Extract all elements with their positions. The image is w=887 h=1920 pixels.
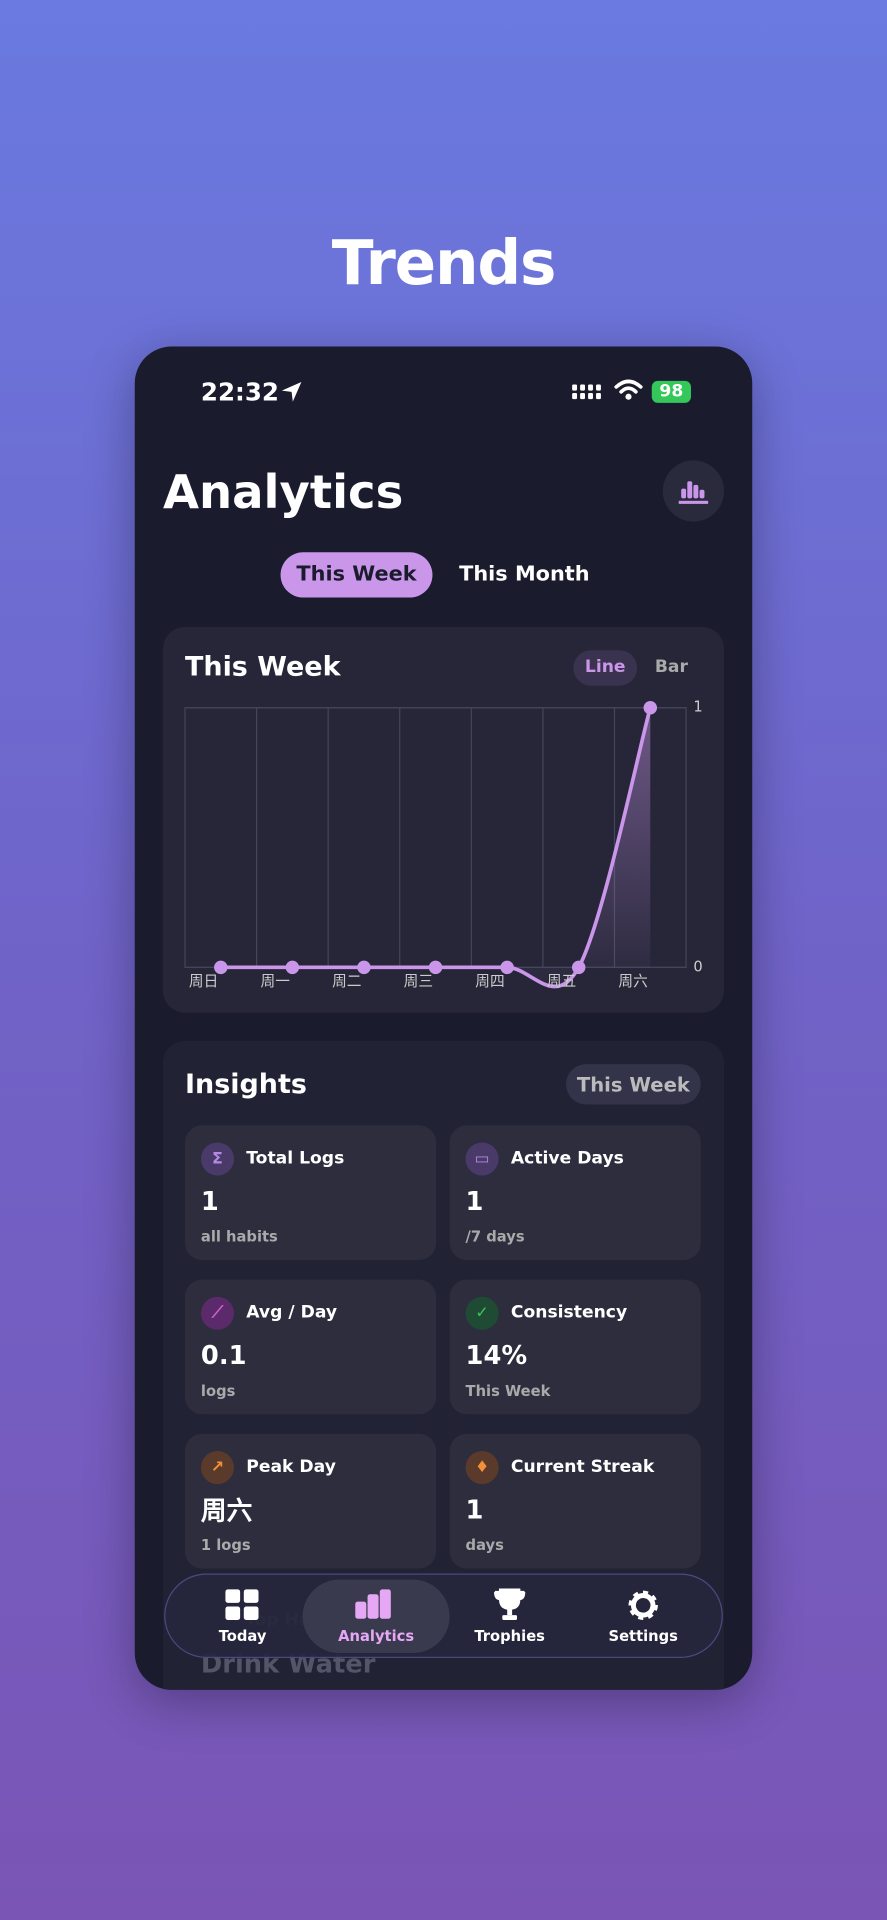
nav-label: Trophies (474, 1627, 545, 1645)
battery: 98 (651, 380, 691, 403)
point (571, 960, 586, 975)
tile-value: 14% (465, 1340, 528, 1371)
y-tick-label: 0 (693, 958, 702, 975)
nav-label: Today (218, 1627, 267, 1645)
tab: This Month (459, 562, 590, 587)
point (643, 701, 658, 715)
point (500, 960, 514, 975)
insights-title: Insights (184, 1069, 307, 1101)
tile-sub: /7 days (465, 1228, 525, 1246)
icon-part (225, 1589, 241, 1603)
x-tick-label: 周五 (547, 973, 576, 990)
page-title: Trends (331, 227, 557, 299)
tile-value: 0.1 (200, 1340, 247, 1371)
chart: 0 1 周日 周一 周二 周三 周四 周五 周六 (184, 699, 703, 990)
nav-icon (494, 1588, 526, 1621)
tile-label: Consistency (510, 1302, 628, 1323)
toggle: Line (584, 657, 626, 678)
icon-bar (693, 484, 699, 499)
tile-value: 1 (465, 1186, 484, 1216)
location-icon (281, 382, 302, 402)
status-time: 22:32 (200, 377, 279, 407)
icon-base (678, 500, 709, 504)
signal-icon (572, 384, 601, 400)
toggle: Bar (654, 657, 688, 678)
tile-sub: This Week (465, 1382, 551, 1400)
icon-part (502, 1615, 518, 1621)
tile-icon: ↗ (200, 1451, 235, 1485)
tile-label: Current Streak (510, 1457, 655, 1477)
point (285, 960, 300, 975)
point (357, 960, 371, 975)
tab: This Week (296, 562, 417, 587)
signal-bar (580, 393, 586, 400)
tile-value: 周六 (200, 1496, 253, 1526)
icon-part (243, 1589, 259, 1603)
line (220, 707, 653, 989)
icon-bar (687, 481, 693, 499)
signal-bar (588, 384, 593, 391)
tile-icon: ▭ (465, 1142, 499, 1176)
phone-frame: 22:32 98 Analytics This Week This Month This … (134, 346, 753, 1690)
x-tick-label: 周一 (261, 973, 291, 990)
toggle-active (573, 650, 638, 686)
signal-bar (572, 393, 578, 400)
wifi-arc (619, 386, 638, 394)
chart-title: This Week (184, 652, 341, 683)
wifi-icon (614, 379, 643, 400)
point (428, 960, 443, 975)
tile-label: Peak Day (246, 1457, 336, 1477)
nav-icon (355, 1589, 391, 1619)
icon-part (225, 1606, 241, 1621)
header-title: Analytics (162, 465, 404, 520)
x-tick-label: 周三 (404, 973, 433, 990)
tile-icon: ♦ (465, 1451, 499, 1485)
nav-label: Settings (608, 1627, 678, 1645)
tile-icon: Σ (200, 1142, 235, 1176)
chart-icon (678, 481, 709, 504)
signal-bar (580, 384, 586, 391)
tile-value: 1 (465, 1495, 484, 1525)
wifi-arc (614, 379, 643, 389)
tile-label: Total Logs (246, 1148, 345, 1169)
x-tick-label: 周二 (332, 973, 361, 990)
tile-icon: ✓ (465, 1296, 499, 1330)
period-pill (566, 1064, 701, 1105)
signal-bar (588, 393, 593, 400)
tile-sub: days (465, 1536, 504, 1554)
tile-icon: ⟋ (200, 1296, 235, 1330)
x-tick-label: 周四 (475, 973, 504, 990)
tile-value: 1 (200, 1186, 219, 1216)
icon-part (494, 1588, 526, 1610)
icon-part (507, 1607, 513, 1616)
icon-part (630, 1593, 656, 1618)
tile-label: Active Days (510, 1148, 624, 1169)
signal-bar (596, 393, 601, 400)
location-icon (281, 382, 302, 402)
signal-bar (572, 384, 578, 391)
tile-sub: logs (200, 1382, 236, 1400)
tile-label: Avg / Day (246, 1302, 338, 1323)
icon-part (243, 1606, 259, 1621)
x-tick-label: 周六 (618, 973, 647, 990)
point (214, 960, 228, 975)
icon-part (355, 1601, 367, 1619)
period: This Week (576, 1073, 690, 1097)
x-tick-label: 周日 (189, 973, 218, 990)
nav-label: Analytics (338, 1627, 415, 1645)
tile-sub: all habits (200, 1228, 278, 1246)
tab-active (280, 552, 433, 598)
y-tick-label: 1 (693, 699, 702, 716)
signal-bar (596, 384, 601, 391)
wifi-dot (625, 393, 632, 400)
nav-icon (225, 1589, 259, 1621)
nav-icon (628, 1590, 658, 1621)
icon-part (379, 1589, 391, 1619)
icon-bar (699, 489, 705, 499)
icon-bar (681, 488, 687, 499)
tile-sub: 1 logs (200, 1536, 251, 1554)
icon-part (367, 1594, 379, 1619)
area (220, 707, 651, 987)
